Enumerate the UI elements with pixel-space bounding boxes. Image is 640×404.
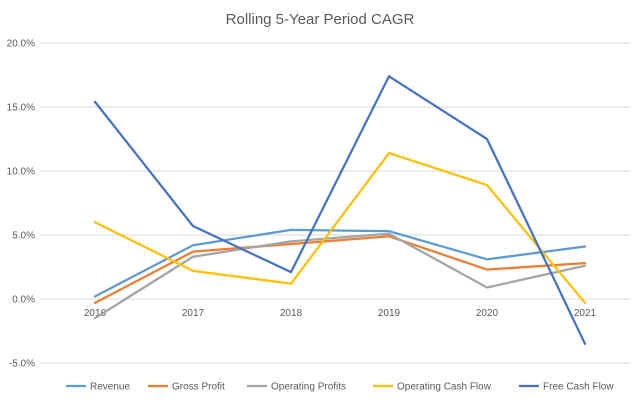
legend-item-revenue: Revenue	[66, 382, 130, 393]
y-tick-label: 20.0%	[7, 39, 35, 50]
y-tick-label: 0.0%	[12, 295, 35, 306]
series-lines	[93, 75, 587, 345]
legend-label: Gross Profit	[172, 382, 225, 393]
legend-label: Revenue	[90, 382, 130, 393]
legend-label: Free Cash Flow	[543, 382, 614, 393]
legend-item-gross-profit: Gross Profit	[148, 382, 225, 393]
x-tick-label: 2017	[182, 308, 205, 319]
y-tick-label: 5.0%	[12, 231, 35, 242]
x-tick-label: 2019	[378, 308, 401, 319]
y-tick-label: -5.0%	[9, 359, 35, 370]
y-tick-label: 15.0%	[7, 103, 35, 114]
legend-item-operating-cash-flow: Operating Cash Flow	[373, 382, 492, 393]
legend: Revenue Gross Profit Operating Profits Oper…	[66, 382, 614, 393]
y-tick-label: 10.0%	[7, 167, 35, 178]
series-line-revenue	[93, 228, 587, 298]
legend-label: Operating Profits	[271, 382, 346, 393]
series-line-operating-profits	[93, 232, 587, 320]
chart-title: Rolling 5-Year Period CAGR	[226, 11, 415, 28]
x-axis-tick-labels: 2016 2017 2018 2019 2020 2021	[84, 308, 597, 319]
series-line-gross-profit	[93, 235, 587, 304]
x-tick-label: 2016	[84, 308, 107, 319]
legend-label: Operating Cash Flow	[397, 382, 492, 393]
x-tick-label: 2018	[280, 308, 303, 319]
x-tick-label: 2021	[574, 308, 597, 319]
legend-item-free-cash-flow: Free Cash Flow	[519, 382, 614, 393]
series-line-free-cash-flow	[93, 75, 587, 345]
gridlines	[40, 42, 630, 364]
series-line-operating-cash-flow	[93, 151, 587, 304]
x-tick-label: 2020	[476, 308, 499, 319]
y-axis-tick-labels: -5.0% 0.0% 5.0% 10.0% 15.0% 20.0%	[7, 39, 35, 370]
legend-item-operating-profits: Operating Profits	[247, 382, 346, 393]
